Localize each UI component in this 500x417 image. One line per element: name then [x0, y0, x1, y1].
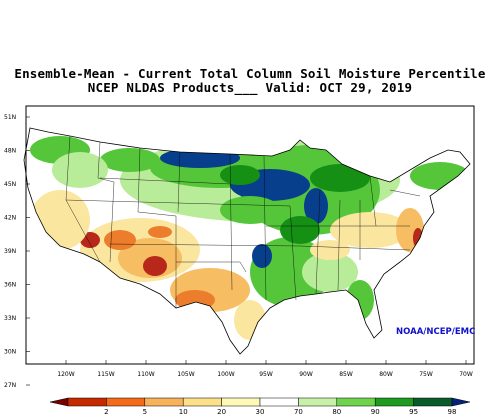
- very-wet-patch: [304, 188, 328, 224]
- lat-tick-label: 36N: [4, 282, 16, 289]
- legend-low-arrow: [49, 397, 69, 407]
- legend-label: 90: [371, 408, 380, 416]
- lon-tick-label: 115W: [97, 371, 114, 378]
- lat-tick-label: 27N: [4, 382, 16, 389]
- very-wet-patch: [252, 244, 272, 268]
- longitude-labels: 120W 115W 110W 105W 100W 95W 90W 85W 80W 75W 70W: [57, 360, 473, 378]
- wet-patch: [310, 164, 370, 192]
- latitude-labels: 51N 48N 45N 42N 39N 36N 33N 30N 27N: [4, 114, 30, 389]
- lon-tick-label: 105W: [177, 371, 194, 378]
- very-dry-patch: [143, 256, 167, 276]
- lat-tick-label: 42N: [4, 215, 16, 222]
- lat-tick-label: 39N: [4, 248, 16, 255]
- legend-swatch: [298, 397, 338, 407]
- legend-swatch: [67, 397, 107, 407]
- legend-swatch: [221, 397, 261, 407]
- legend-swatch: [182, 397, 222, 407]
- legend-label: 30: [256, 408, 265, 416]
- legend-colorbar: 2 5 10 20 30 70 80 90 95 98: [49, 397, 471, 416]
- legend-label: 2: [104, 408, 108, 416]
- dry-patch: [310, 240, 350, 260]
- wet-patch: [100, 148, 160, 172]
- dry-patch: [148, 226, 172, 238]
- legend-label: 70: [294, 408, 303, 416]
- wet-patch: [280, 216, 320, 244]
- lon-tick-label: 85W: [339, 371, 353, 378]
- dry-patch: [330, 212, 410, 248]
- wet-patch: [220, 165, 260, 185]
- wet-patch: [220, 196, 280, 224]
- legend-swatch: [259, 397, 299, 407]
- legend-label: 5: [143, 408, 147, 416]
- lon-tick-label: 100W: [217, 371, 234, 378]
- legend-swatch: [144, 397, 184, 407]
- map-title-line-1: Ensemble-Mean - Current Total Column Soi…: [14, 66, 486, 81]
- lon-tick-label: 70W: [459, 371, 473, 378]
- lat-tick-label: 45N: [4, 181, 16, 188]
- legend-label: 80: [332, 408, 341, 416]
- legend-swatch: [374, 397, 414, 407]
- lon-tick-label: 95W: [259, 371, 273, 378]
- dry-patch: [104, 230, 136, 250]
- lat-tick-label: 48N: [4, 148, 16, 155]
- legend-label: 10: [179, 408, 188, 416]
- legend-swatch: [413, 397, 453, 407]
- legend-label: 98: [448, 408, 457, 416]
- legend-label: 95: [409, 408, 418, 416]
- state-boundaries: [65, 135, 421, 308]
- wet-patch: [302, 252, 358, 292]
- lon-tick-label: 90W: [299, 371, 313, 378]
- legend-high-arrow: [451, 397, 471, 407]
- lon-tick-label: 75W: [419, 371, 433, 378]
- lon-tick-label: 120W: [57, 371, 74, 378]
- lat-tick-label: 51N: [4, 114, 16, 121]
- legend-swatch: [336, 397, 376, 407]
- map-title-line-2: NCEP NLDAS Products___ Valid: OCT 29, 20…: [87, 80, 413, 95]
- lat-tick-label: 33N: [4, 315, 16, 322]
- lon-tick-label: 110W: [137, 371, 154, 378]
- wet-patch: [52, 152, 108, 188]
- credit-label: NOAA/NCEP/EMC: [396, 327, 476, 337]
- lon-tick-label: 80W: [379, 371, 393, 378]
- lat-tick-label: 30N: [4, 349, 16, 356]
- percentile-field: [30, 136, 470, 340]
- legend-label: 20: [217, 408, 226, 416]
- legend-swatch: [106, 397, 146, 407]
